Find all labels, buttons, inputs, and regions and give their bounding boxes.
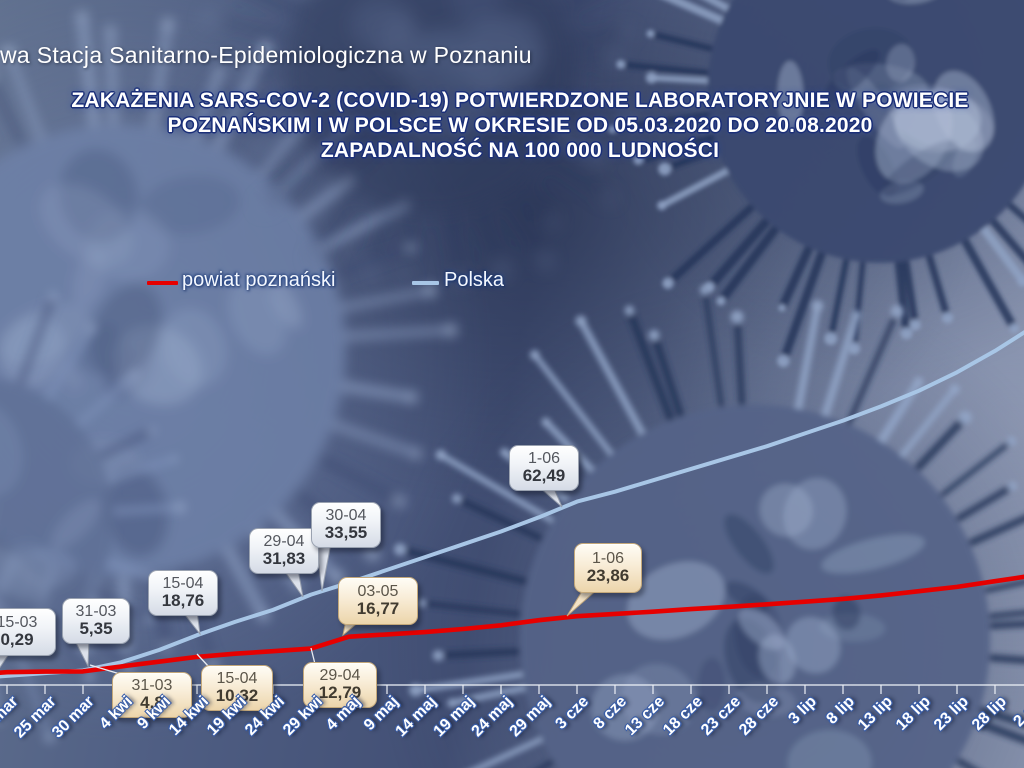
data-label-callout-15-04-powiat: 15-04 10.32 (201, 665, 273, 711)
callout-tail (0, 650, 12, 669)
data-label-callout-1-06-polska: 1-06 62,49 (509, 445, 579, 491)
callout-value: 16,77 (356, 599, 400, 619)
data-label-callout-31-03-polska: 31-03 5,35 (62, 598, 130, 644)
legend-line-swatch-polska (412, 281, 439, 285)
legend-label-powiat: powiat poznański (182, 269, 336, 291)
callout-date: 31-03 (75, 602, 117, 620)
callout-value: 12,79 (318, 683, 362, 703)
data-label-callout-30-04-polska: 30-04 33,55 (311, 502, 381, 548)
data-label-callout-31-03-powiat: 31-03 4,8 (112, 672, 192, 718)
chart-title-line3: ZAPADALNOŚĆ NA 100 000 LUDNOŚCI (320, 139, 720, 162)
virus-particle (0, 291, 205, 744)
callout-value: 0,29 (0, 630, 34, 650)
data-label-callout-15-03-polska: 15-03 0,29 (0, 608, 56, 656)
callout-date: 31-03 (131, 676, 173, 694)
callout-value: 62,49 (522, 466, 566, 486)
callout-value: 31,83 (262, 549, 306, 569)
chart-title-line1: ZAKAŻENIA SARS-COV-2 (COVID-19) POTWIERD… (71, 89, 969, 112)
callout-date: 15-04 (216, 669, 258, 687)
callout-date: 1-06 (591, 549, 625, 567)
chart-title: ZAKAŻENIA SARS-COV-2 (COVID-19) POTWIERD… (16, 88, 1024, 163)
callout-value: 10.32 (215, 686, 259, 706)
virus-particle (203, 0, 636, 285)
callout-value: 4,8 (140, 693, 164, 713)
callout-value: 5,35 (79, 619, 113, 639)
data-label-callout-03-05-powiat: 03-05 16,77 (338, 577, 418, 625)
legend-label-polska: Polska (444, 269, 505, 291)
callout-date: 29-04 (319, 666, 361, 684)
data-label-callout-29-04-polska: 29-04 31,83 (249, 528, 319, 574)
callout-leader-line (310, 647, 316, 665)
callout-leader-line (89, 664, 121, 675)
series-line-polska (0, 330, 1024, 679)
organization-name: wa Stacja Sanitarno-Epidemiologiczna w P… (0, 42, 532, 68)
callout-date: 29-04 (263, 532, 305, 550)
callout-value: 33,55 (324, 523, 368, 543)
data-label-callout-15-04-polska: 15-04 18,76 (148, 570, 218, 616)
callout-leader-line (196, 653, 210, 668)
virus-particle (608, 0, 1024, 368)
callout-date: 03-05 (357, 582, 399, 600)
chart-title-line2: POZNAŃSKIM I W POLSCE W OKRESIE OD 05.03… (167, 114, 873, 137)
callout-date: 30-04 (325, 506, 367, 524)
callout-value: 18,76 (161, 591, 205, 611)
callout-date: 1-06 (527, 449, 561, 467)
data-label-callout-29-04-powiat: 29-04 12,79 (303, 662, 377, 708)
virus-particle (393, 285, 1024, 768)
callout-date: 15-03 (0, 613, 38, 631)
legend-line-swatch-powiat (147, 281, 178, 285)
series-line-powiat (0, 574, 1024, 675)
callout-value: 23,86 (586, 566, 630, 586)
data-label-callout-1-06-powiat: 1-06 23,86 (574, 543, 642, 593)
callout-date: 15-04 (162, 574, 204, 592)
